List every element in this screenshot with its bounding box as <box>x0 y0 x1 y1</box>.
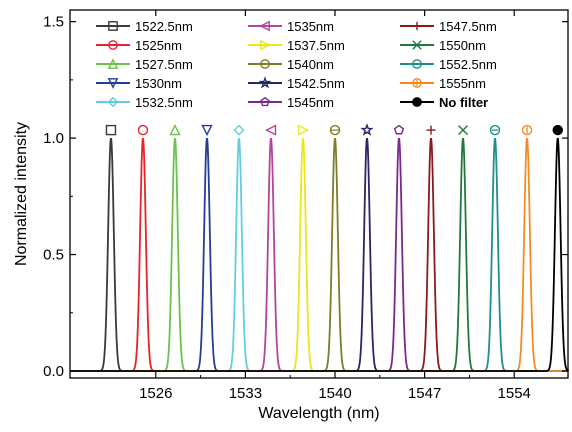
legend-marker-b <box>412 40 422 50</box>
legend-marker <box>260 39 271 51</box>
legend-marker <box>259 20 270 32</box>
legend-label: 1547.5nm <box>439 19 497 34</box>
legend-marker <box>107 58 119 69</box>
peak-series-group <box>70 137 569 372</box>
legend-label: No filter <box>439 95 488 110</box>
legend-label: 1540nm <box>287 57 334 72</box>
x-tick-label: 1554 <box>498 385 531 402</box>
x-tick-label: 1526 <box>139 385 172 402</box>
y-tick-label: 0.5 <box>43 247 64 264</box>
peak-marker <box>360 123 374 136</box>
peak-marker <box>233 124 245 136</box>
x-axis-title: Wavelength (nm) <box>258 405 379 422</box>
legend: 1522.5nm 1525nm 1527.5nm 1530nm 1532.5nm 1535… <box>96 19 497 110</box>
legend-marker <box>260 96 270 107</box>
legend-marker <box>412 78 422 88</box>
peak-marker-b <box>458 125 469 136</box>
peak-line <box>70 137 569 372</box>
legend-marker <box>108 40 118 50</box>
legend-label: 1525nm <box>135 38 182 53</box>
legend-marker <box>108 21 118 31</box>
x-tick-label: 1533 <box>229 385 262 402</box>
peak-marker <box>105 124 117 136</box>
legend-label: 1527.5nm <box>135 57 193 72</box>
legend-label: 1532.5nm <box>135 95 193 110</box>
legend-marker <box>107 96 119 108</box>
legend-label: 1522.5nm <box>135 19 193 34</box>
legend-marker <box>412 97 422 107</box>
legend-label: 1542.5nm <box>287 76 345 91</box>
peak-marker <box>489 124 501 136</box>
peak-marker <box>521 124 533 136</box>
peak-marker-group <box>105 123 563 137</box>
legend-label: 1545nm <box>287 95 334 110</box>
peak-marker <box>552 124 563 136</box>
x-tick-label: 1540 <box>318 385 351 402</box>
y-tick-label: 1.5 <box>43 14 64 31</box>
legend-label: 1555nm <box>439 76 486 91</box>
peak-marker <box>201 124 213 137</box>
peak-marker <box>137 124 149 136</box>
legend-label: 1530nm <box>135 76 182 91</box>
legend-label: 1537.5nm <box>287 38 345 53</box>
axes-group: 1526 1533 1540 1547 1554 0.0 0.5 1.0 1.5 <box>43 10 568 402</box>
peak-marker <box>264 124 277 136</box>
legend-label: 1535nm <box>287 19 334 34</box>
x-tick-label: 1547 <box>408 385 441 402</box>
legend-marker <box>412 59 422 69</box>
peak-marker <box>393 124 405 135</box>
legend-marker <box>258 76 272 89</box>
legend-label: 1552.5nm <box>439 57 497 72</box>
y-tick-label: 1.0 <box>43 130 64 147</box>
y-tick-label: 0.0 <box>43 363 64 380</box>
peak-marker <box>169 124 181 136</box>
peak-marker <box>297 124 310 136</box>
plot-frame <box>69 9 569 379</box>
legend-label: 1550nm <box>439 38 486 53</box>
legend-marker <box>107 78 119 89</box>
y-axis-title: Normalized intensity <box>13 122 30 266</box>
